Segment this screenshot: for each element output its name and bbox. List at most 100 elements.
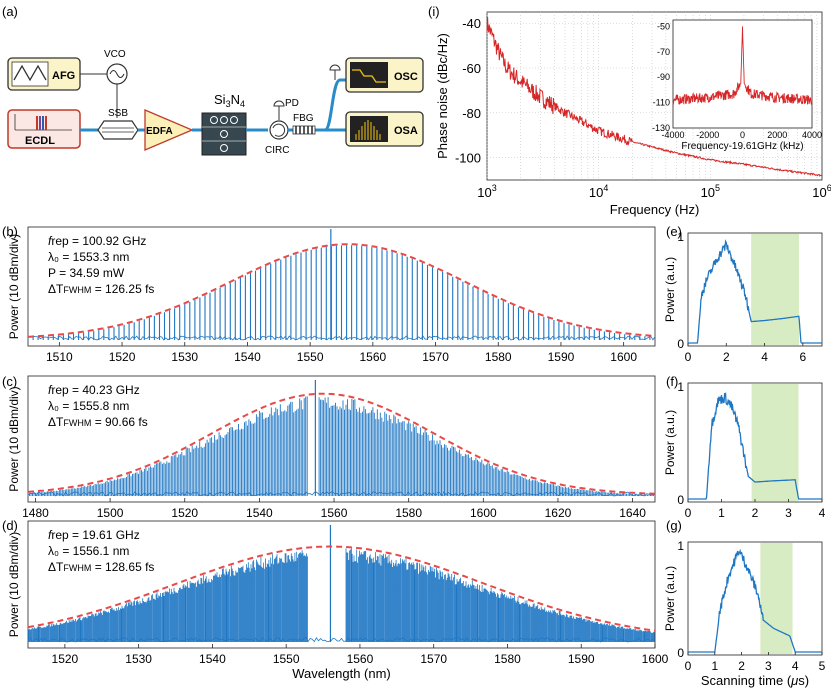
x-tick-label: 1590: [548, 350, 575, 364]
photodiode-osc-icon: [329, 64, 341, 71]
spectrum-lines: [27, 548, 655, 642]
x-tick-label: 4: [761, 350, 768, 364]
fbg-grating: [292, 125, 316, 135]
x-tick-label: 3: [765, 659, 772, 673]
x-tick-label: 1600: [470, 506, 497, 520]
x-tick-label: 0: [685, 350, 692, 364]
y-axis-label: Phase noise (dBc/Hz): [435, 33, 450, 159]
chip-label: Si3N4: [214, 92, 245, 109]
x-tick-label: 6: [800, 350, 807, 364]
phase-noise-line: [486, 16, 823, 177]
noise-floor: [27, 491, 656, 497]
annotation-label: ΔTFWHM = 126.25 fs: [48, 282, 154, 296]
y-axis-label: Power (a.u.): [663, 257, 677, 322]
y-axis-label: Power (10 dBm/div): [7, 234, 21, 339]
annotation-label: ΔTFWHM = 90.66 fs: [48, 415, 148, 429]
x-tick-label: 1580: [494, 652, 521, 666]
x-tick-label: 1560: [321, 506, 348, 520]
annotation-label: frep = 19.61 GHz: [48, 528, 140, 542]
x-tick-label: 1570: [420, 652, 447, 666]
osa-label: OSA: [394, 125, 418, 137]
setup-diagram: (a) AFG VCO ECDL SSB EDFA: [2, 4, 424, 156]
x-tick-label: 1: [711, 659, 718, 673]
x-tick-label: 2: [723, 350, 730, 364]
plot-frame: [687, 541, 823, 656]
trace-line: [688, 392, 822, 500]
annotation-label: P = 34.59 mW: [48, 266, 125, 280]
annotation-label: λ₀ = 1556.1 nm: [48, 544, 129, 558]
trace-line: [688, 548, 822, 653]
inset-y-tick-label: -110: [653, 98, 670, 108]
trace-line: [688, 239, 822, 344]
x-tick-label: 1570: [422, 350, 449, 364]
inset-x-tick-label: -4000: [661, 130, 684, 140]
ecdl-label: ECDL: [25, 135, 55, 147]
edfa-label: EDFA: [146, 126, 173, 137]
x-tick-label: 1640: [619, 506, 646, 520]
y-tick-label: 0: [677, 493, 684, 507]
y-tick-label: -60: [462, 61, 481, 76]
triangle-wave-icon: [13, 64, 47, 82]
inset-line: [672, 26, 813, 105]
x-tick-label: 1580: [485, 350, 512, 364]
panel-label-e: (e): [666, 224, 682, 239]
shaded-region: [760, 543, 793, 654]
inset-x-tick-label: 0: [740, 130, 745, 140]
noise-floor: [27, 335, 656, 341]
panel-label-d: (d): [2, 518, 18, 533]
circ-label: CIRC: [265, 145, 289, 156]
x-tick-label: 1600: [610, 350, 637, 364]
x-tick-label: 0: [685, 659, 692, 673]
photodiode-icon: [273, 100, 285, 107]
osc-screen: [350, 62, 388, 88]
x-tick-label: 1580: [395, 506, 422, 520]
x-tick-label: 104: [589, 183, 608, 200]
pd-label: PD: [285, 98, 299, 109]
envelope-line: [27, 392, 656, 495]
inset-x-tick-label: 4000: [802, 130, 822, 140]
panel-label-a: (a): [2, 4, 18, 19]
annotation-label: ΔTFWHM = 128.65 fs: [48, 560, 154, 574]
y-tick-label: -80: [462, 106, 481, 121]
y-tick-label: 0: [677, 337, 684, 351]
x-tick-label: 1520: [109, 350, 136, 364]
fbg-label: FBG: [293, 113, 314, 124]
x-tick-label: 1510: [46, 350, 73, 364]
spectrum-d-chart: (d) 1520 1530 1540 1550 1560 1570 1580 1590 1600…: [2, 518, 669, 681]
ssb-label: SSB: [108, 108, 128, 119]
x-axis-label: Scanning time (μs): [701, 673, 809, 688]
y-tick-label: 0: [677, 646, 684, 660]
afg-label: AFG: [52, 70, 75, 82]
x-tick-label: 1590: [568, 652, 595, 666]
y-tick-label: -40: [462, 16, 481, 31]
noise-floor: [27, 636, 656, 643]
x-tick-label: 4: [819, 506, 826, 520]
annotation-label: frep = 100.92 GHz: [48, 234, 146, 248]
x-tick-label: 1550: [273, 652, 300, 666]
x-tick-label: 1600: [642, 652, 669, 666]
x-tick-label: 1560: [347, 652, 374, 666]
panel-label-f: (f): [666, 374, 678, 389]
y-axis-label: Power (10 dBm/div): [7, 386, 21, 491]
panel-label-c: (c): [2, 374, 17, 389]
x-tick-label: 1540: [246, 506, 273, 520]
envelope-line: [27, 243, 656, 338]
inset-y-tick-label: -70: [657, 47, 670, 57]
shaded-region: [751, 384, 799, 501]
panel-label-b: (b): [2, 224, 18, 239]
x-tick-label: 1540: [234, 350, 261, 364]
y-axis-label: Power (10 dBm/div): [7, 532, 21, 637]
osc-label: OSC: [394, 71, 418, 83]
x-tick-label: 1520: [52, 652, 79, 666]
laser-spectrum-icon: [36, 116, 47, 130]
inset-x-axis-label: Frequency-19.61GHz (kHz): [681, 141, 803, 152]
inset-y-tick-label: -90: [657, 72, 670, 82]
panel-label-i: (i): [428, 4, 440, 19]
ssb-modulator: [97, 120, 139, 140]
x-tick-label: 1550: [297, 350, 324, 364]
vco-label: VCO: [104, 49, 126, 60]
x-tick-label: 1560: [359, 350, 386, 364]
y-tick-label: 1: [677, 230, 684, 244]
